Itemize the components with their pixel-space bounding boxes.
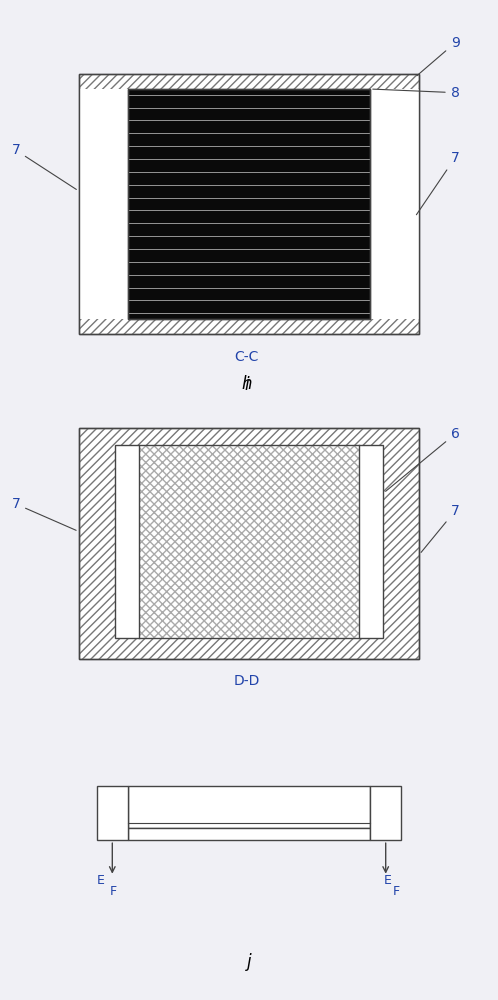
Text: F: F — [392, 885, 399, 898]
Bar — [97, 786, 128, 840]
Bar — [79, 428, 419, 658]
Bar — [115, 445, 383, 638]
Text: 9: 9 — [417, 36, 460, 76]
Text: 6: 6 — [385, 427, 460, 491]
Bar — [79, 428, 419, 658]
Bar — [128, 89, 370, 319]
Bar — [115, 445, 139, 638]
Bar — [370, 89, 419, 319]
Bar — [79, 74, 419, 334]
Text: 7: 7 — [421, 504, 460, 552]
Bar — [79, 74, 419, 334]
Text: j: j — [247, 953, 251, 971]
Bar — [128, 89, 370, 319]
Text: 7: 7 — [11, 497, 76, 530]
Text: F: F — [110, 885, 117, 898]
Bar — [115, 445, 383, 638]
Bar — [115, 445, 383, 638]
Text: 7: 7 — [11, 143, 76, 189]
Text: 7: 7 — [416, 151, 460, 215]
Bar — [128, 786, 370, 828]
Text: D-D: D-D — [234, 674, 260, 688]
Text: C-C: C-C — [235, 350, 259, 364]
Text: h: h — [242, 375, 252, 393]
Text: E: E — [383, 874, 391, 887]
Bar — [79, 428, 419, 658]
Text: 8: 8 — [373, 86, 460, 100]
Bar — [79, 74, 419, 334]
Text: E: E — [97, 874, 105, 887]
Bar — [79, 89, 128, 319]
Text: i: i — [245, 376, 249, 394]
Bar — [359, 445, 383, 638]
Bar — [128, 828, 370, 840]
Bar — [370, 786, 401, 840]
